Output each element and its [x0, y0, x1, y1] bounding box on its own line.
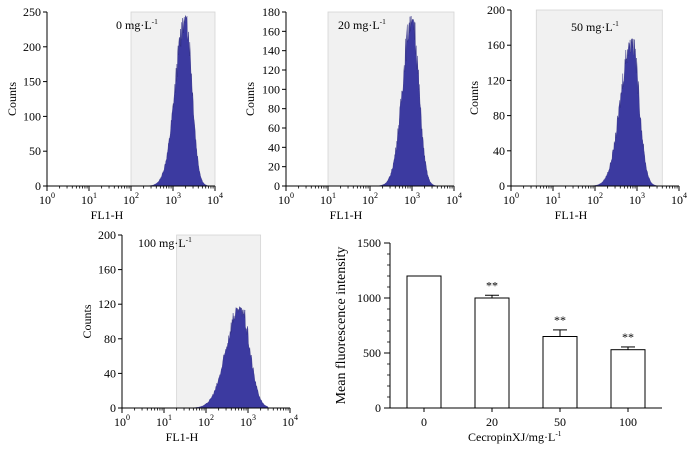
- x-tick-label: 103: [404, 191, 420, 207]
- bar-0: [406, 275, 442, 409]
- y-tick-label: 200: [98, 228, 116, 242]
- x-tick-label: 102: [123, 191, 139, 207]
- y-tick-label: 1500: [357, 236, 381, 250]
- y-tick-label: 150: [23, 75, 41, 89]
- y-axis-title: Counts: [243, 82, 257, 116]
- x-tick-label: 102: [198, 413, 214, 429]
- y-tick-label: 180: [262, 5, 280, 19]
- y-tick-label: 140: [262, 44, 280, 58]
- y-tick-label: 160: [262, 24, 280, 38]
- x-tick-label: 103: [165, 191, 181, 207]
- x-tick-label: 104: [671, 191, 687, 207]
- y-tick-label: 0: [110, 401, 116, 415]
- x-tick-label: 100: [619, 415, 637, 429]
- histogram-panel-hist-100: 0 40 80 120 160 200 100 101 102 103 104 FL1-H Counts…: [80, 228, 298, 444]
- x-axis-title: FL1-H: [166, 430, 199, 444]
- x-tick-label: 20: [486, 415, 498, 429]
- concentration-label: 0 mg·L-1: [116, 17, 158, 32]
- x-tick-label: 102: [587, 191, 603, 207]
- histogram-series: [377, 15, 440, 187]
- y-tick-label: 200: [23, 40, 41, 54]
- significance-marker: **: [486, 278, 498, 292]
- y-tick-label: 160: [98, 263, 116, 277]
- y-tick-label: 50: [29, 144, 41, 158]
- y-tick-label: 120: [98, 297, 116, 311]
- concentration-label: 20 mg·L-1: [338, 17, 386, 32]
- y-tick-label: 60: [268, 121, 280, 135]
- bar-50: [542, 336, 578, 409]
- histogram-series: [143, 15, 209, 187]
- y-axis-title: Mean fluorescence intensity: [334, 247, 349, 405]
- bar-chart-panel: 0 500 1000 1500 0 ** 20 ** 50 ** 100 CecropinXJ/mg·…: [334, 236, 662, 444]
- bar-100: [610, 349, 646, 409]
- histogram-panel-hist-20: 0 20 40 60 80 100 120 140 160 180 100 101 102 103 104 F…: [243, 5, 462, 222]
- y-tick-label: 80: [493, 109, 505, 123]
- x-tick-label: 101: [81, 191, 97, 207]
- concentration-label: 50 mg·L-1: [571, 19, 619, 34]
- significance-marker: **: [622, 330, 634, 344]
- significance-marker: **: [554, 313, 566, 327]
- y-tick-label: 200: [487, 3, 505, 17]
- y-tick-label: 80: [268, 102, 280, 116]
- y-tick-label: 1000: [357, 291, 381, 305]
- x-tick-label: 103: [629, 191, 645, 207]
- x-tick-label: 104: [446, 191, 462, 207]
- histogram-series: [590, 38, 661, 187]
- y-tick-label: 0: [35, 179, 41, 193]
- x-axis-title: FL1-H: [555, 208, 588, 222]
- y-axis-title: Counts: [80, 304, 94, 338]
- x-tick-label: 103: [240, 413, 256, 429]
- x-tick-label: 50: [554, 415, 566, 429]
- y-tick-label: 40: [104, 366, 116, 380]
- concentration-label: 100 mg·L-1: [138, 235, 192, 250]
- x-tick-label: 101: [320, 191, 336, 207]
- x-tick-label: 100: [278, 191, 294, 207]
- y-tick-label: 120: [262, 63, 280, 77]
- x-axis-title: FL1-H: [91, 208, 124, 222]
- y-tick-label: 40: [493, 144, 505, 158]
- y-axis-title: Counts: [467, 81, 481, 115]
- x-tick-label: 101: [545, 191, 561, 207]
- y-tick-label: 120: [487, 73, 505, 87]
- y-tick-label: 250: [23, 5, 41, 19]
- x-tick-label: 100: [39, 191, 55, 207]
- y-axis-title: Counts: [5, 82, 19, 116]
- y-tick-label: 0: [274, 179, 280, 193]
- x-tick-label: 100: [503, 191, 519, 207]
- y-tick-label: 500: [363, 346, 381, 360]
- histogram-panel-hist-50: 0 40 80 120 160 200 100 101 102 103 104 FL1-H Counts…: [467, 3, 687, 222]
- y-tick-label: 100: [262, 82, 280, 96]
- y-tick-label: 40: [268, 140, 280, 154]
- bar-20: [474, 297, 510, 409]
- x-axis-title: CecropinXJ/mg·L-1: [468, 429, 562, 444]
- y-tick-label: 20: [268, 160, 280, 174]
- y-tick-label: 0: [499, 179, 505, 193]
- x-tick-label: 0: [421, 415, 427, 429]
- x-tick-label: 100: [114, 413, 130, 429]
- gate-region: [327, 11, 455, 187]
- x-tick-label: 104: [282, 413, 298, 429]
- y-tick-label: 0: [375, 401, 381, 415]
- y-tick-label: 160: [487, 38, 505, 52]
- x-tick-label: 102: [362, 191, 378, 207]
- y-tick-label: 80: [104, 332, 116, 346]
- histogram-series: [189, 306, 269, 409]
- x-tick-label: 104: [207, 191, 223, 207]
- x-axis-title: FL1-H: [330, 208, 363, 222]
- x-tick-label: 101: [156, 413, 172, 429]
- y-tick-label: 100: [23, 109, 41, 123]
- histogram-panel-hist-0: 0 50 100 150 200 250 100 101 102 103 104 FL1-H Count…: [5, 5, 223, 222]
